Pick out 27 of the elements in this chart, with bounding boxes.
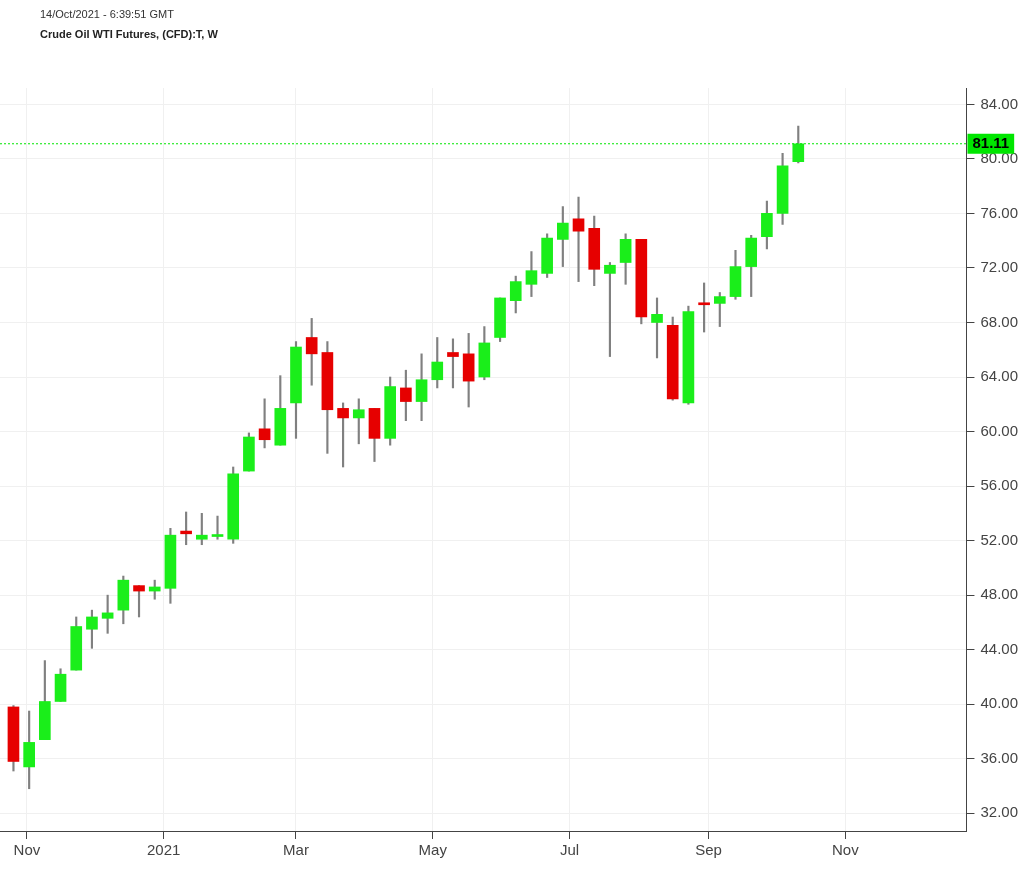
y-tick-label: 48.00 <box>980 585 1019 603</box>
y-tick-label: 36.00 <box>980 748 1019 766</box>
y-tick-label: 68.00 <box>980 312 1019 330</box>
x-tick-label: Nov <box>832 841 860 859</box>
y-tick-label: 64.00 <box>980 367 1019 385</box>
x-tick-label: 2021 <box>147 841 181 859</box>
candlestick <box>415 353 428 421</box>
y-tick-label: 56.00 <box>980 476 1019 494</box>
y-tick-label: 44.00 <box>980 639 1019 657</box>
y-tick-label: 52.00 <box>980 530 1019 548</box>
y-tick-label: 76.00 <box>980 203 1019 221</box>
text: 14/Oct/2021 - 6:39:51 GMT <box>40 8 174 20</box>
x-tick-label: Jul <box>559 841 580 859</box>
y-tick-label: 84.00 <box>980 94 1019 112</box>
ref-line-label: 81.11 <box>972 133 1010 151</box>
x-tick-label: Nov <box>13 841 41 859</box>
x-tick-label: May <box>418 841 448 859</box>
candlestick <box>211 515 224 540</box>
y-tick-label: 72.00 <box>980 258 1019 276</box>
y-tick-label: 32.00 <box>980 803 1019 821</box>
y-tick-label: 60.00 <box>980 421 1019 439</box>
y-tick-label: 40.00 <box>980 694 1019 712</box>
candlestick <box>525 251 538 297</box>
chart-title: Crude Oil WTI Futures, (CFD):T, W <box>40 28 218 40</box>
x-tick-label: Mar <box>283 841 309 859</box>
y-tick-label: 80.00 <box>980 149 1019 167</box>
x-tick-label: Sep <box>695 841 722 859</box>
